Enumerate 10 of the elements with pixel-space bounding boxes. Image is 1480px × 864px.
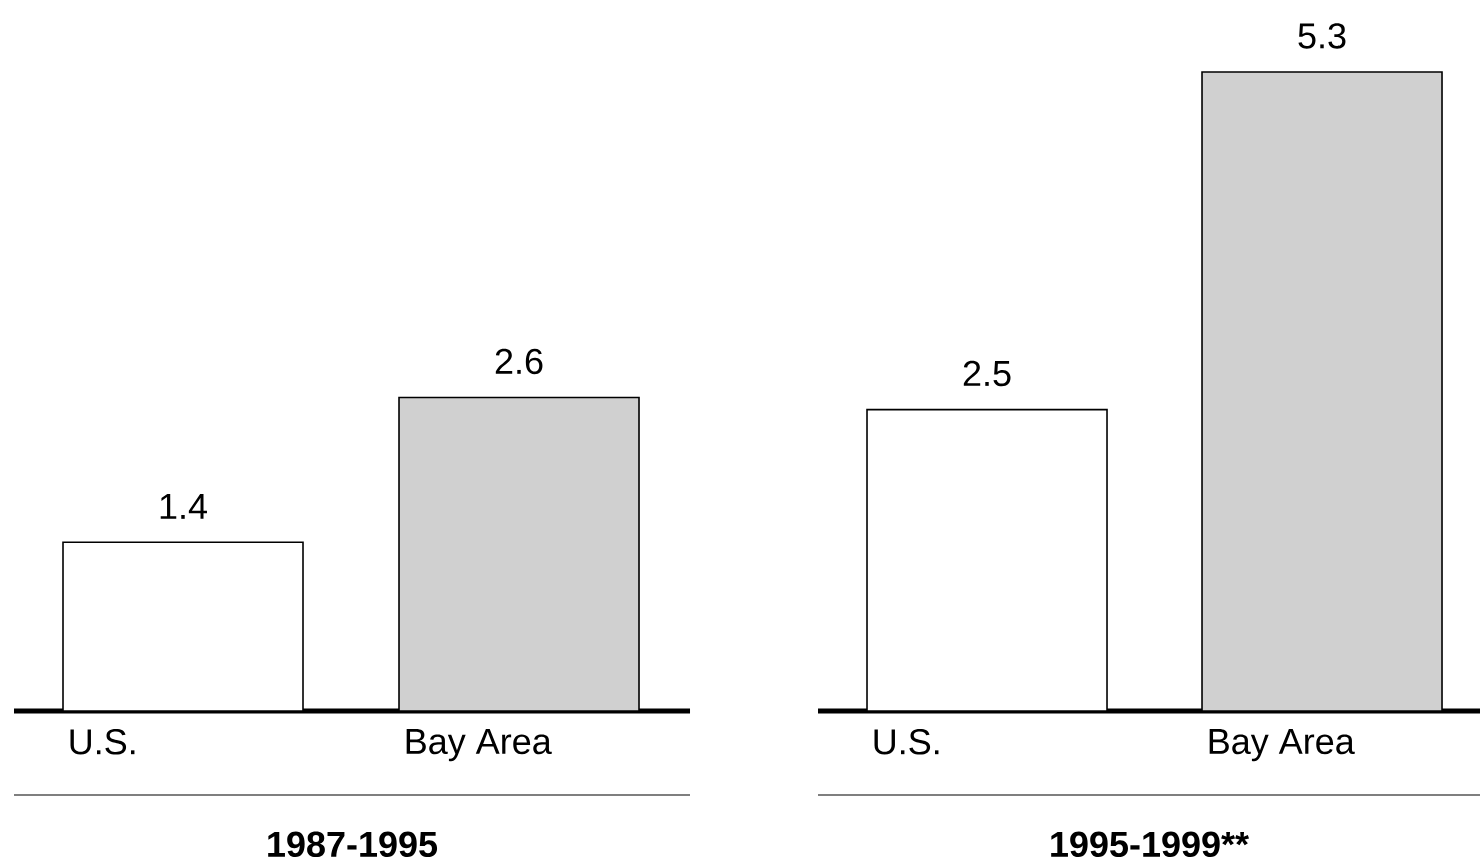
x-tick-label: Bay Area [1209, 729, 1355, 762]
data-label: 1.4 [160, 494, 207, 519]
x-axis-title: 1995-1999** [1051, 831, 1250, 858]
x-tick-label: U.S. [70, 729, 135, 755]
data-label: 2.6 [495, 348, 543, 375]
x-tick-label: U.S. [874, 729, 939, 755]
data-label: 2.5 [963, 360, 1011, 387]
x-tick-label: Bay Area [406, 729, 552, 762]
x-axis-title: 1987-1995 [268, 831, 438, 858]
data-label: 5.3 [1298, 23, 1346, 49]
